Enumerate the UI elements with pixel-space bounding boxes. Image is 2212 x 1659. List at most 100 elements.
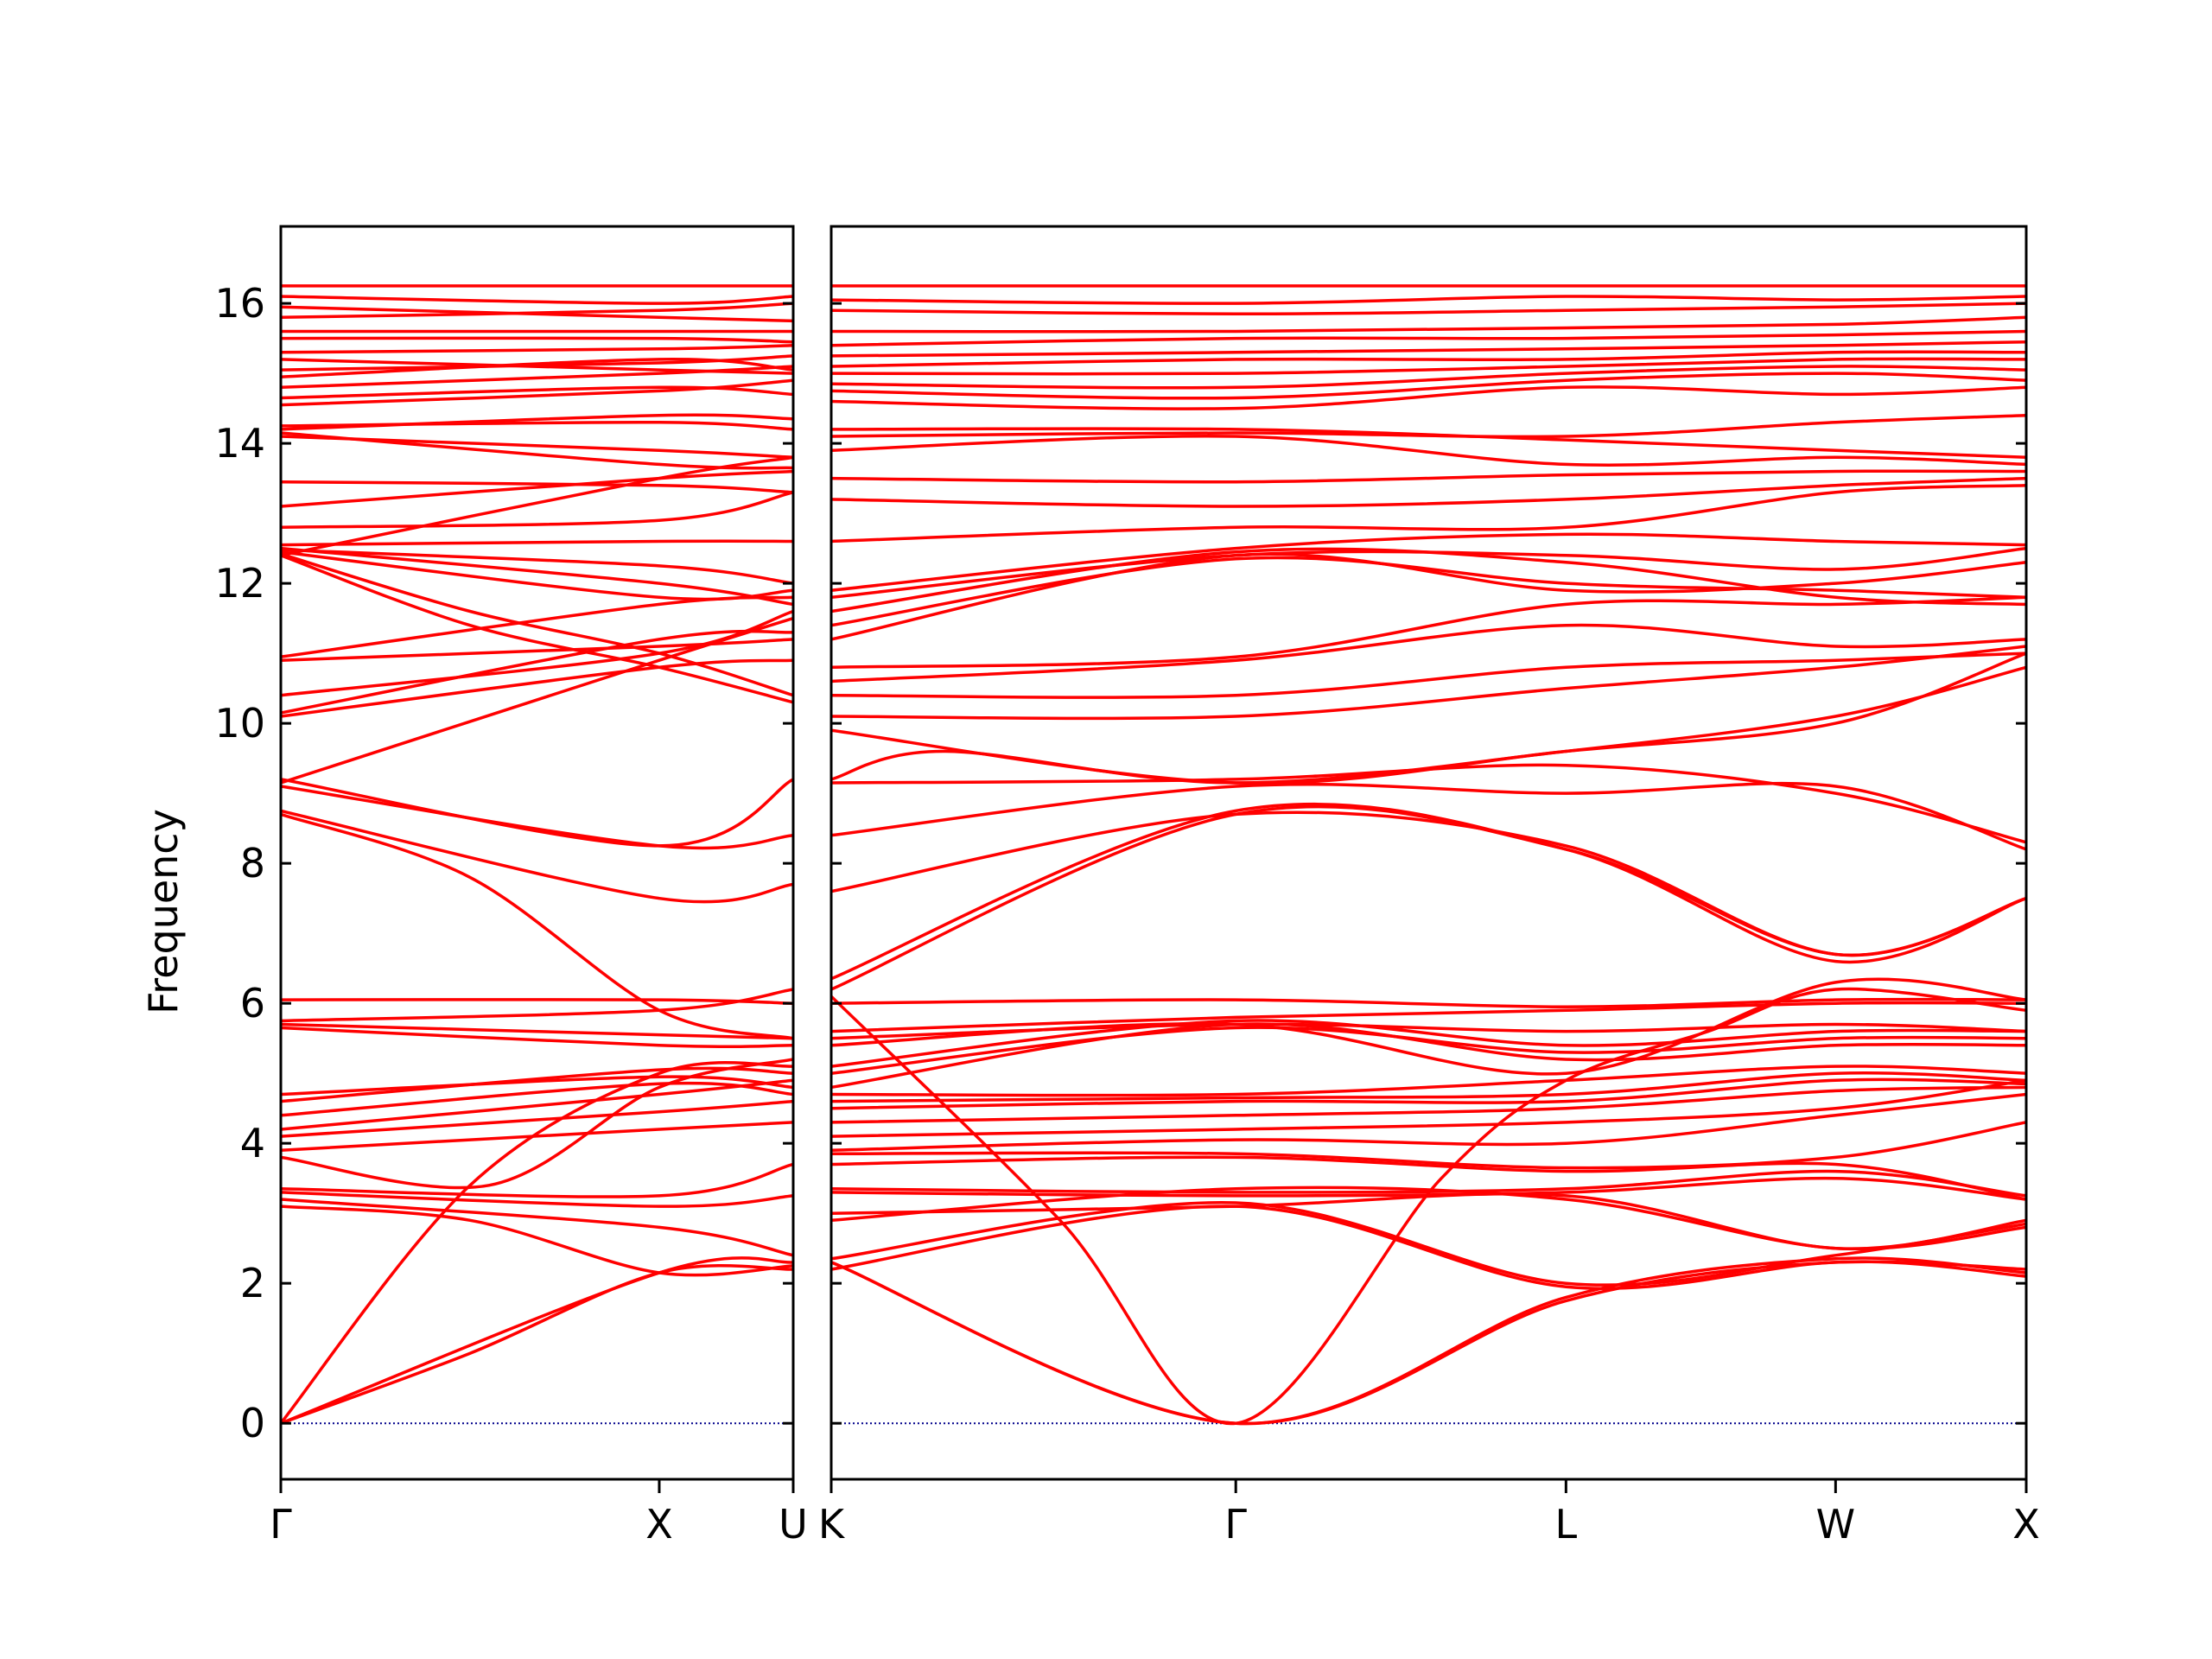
band-line	[831, 595, 2026, 670]
band-line	[281, 302, 793, 320]
band-line	[831, 652, 2026, 699]
band-line	[281, 1061, 793, 1425]
band-line	[831, 552, 2026, 641]
band-line	[831, 302, 2026, 316]
band-line	[831, 1200, 2026, 1287]
band-line	[831, 1192, 2026, 1250]
x-tick-label: U	[779, 1501, 808, 1548]
y-tick-label: 4	[240, 1120, 265, 1166]
band-line	[281, 1162, 793, 1198]
band-line	[281, 1099, 793, 1138]
y-tick-label: 2	[240, 1260, 265, 1306]
band-line	[281, 778, 793, 848]
x-tick-label: W	[1816, 1501, 1855, 1548]
x-tick-label: Γ	[270, 1501, 292, 1548]
band-line	[281, 1205, 793, 1277]
band-line	[831, 997, 2026, 1008]
band-line	[281, 812, 793, 1040]
band-line	[281, 305, 793, 323]
y-tick-label: 16	[214, 280, 265, 327]
x-tick-label: Γ	[1224, 1501, 1247, 1548]
band-line	[831, 372, 2026, 400]
band-line	[831, 987, 2026, 1425]
band-line	[831, 295, 2026, 305]
band-line	[281, 1026, 793, 1049]
band-line	[831, 1085, 2026, 1124]
band-line	[831, 665, 2026, 785]
band-line	[831, 434, 2026, 467]
y-tick-label: 14	[214, 420, 265, 467]
band-line	[831, 483, 2026, 543]
band-line	[831, 357, 2026, 376]
band-line	[831, 1071, 2026, 1103]
band-line	[281, 616, 793, 785]
band-line	[281, 354, 793, 372]
band-line	[831, 427, 2026, 460]
band-line	[281, 480, 793, 494]
band-line	[281, 378, 793, 407]
band-line	[831, 532, 2026, 592]
band-line	[281, 295, 793, 305]
band-line	[281, 1075, 793, 1096]
band-line	[831, 476, 2026, 508]
y-tick-label: 0	[240, 1400, 265, 1446]
bands	[281, 284, 793, 1425]
band-line	[281, 809, 793, 904]
band-line	[831, 1077, 2026, 1110]
band-line	[831, 315, 2026, 334]
band-line	[831, 385, 2026, 410]
band-line	[281, 420, 793, 431]
panel-frame	[830, 225, 2028, 1481]
band-line	[831, 1022, 2026, 1090]
band-line	[281, 1081, 793, 1117]
band-line	[281, 1022, 793, 1040]
band-line	[281, 491, 793, 530]
x-tick-label: X	[645, 1501, 673, 1548]
band-line	[281, 609, 793, 697]
band-line	[831, 1155, 2026, 1201]
band-line	[281, 455, 793, 557]
panel-frame	[279, 225, 795, 1481]
band-line	[281, 431, 793, 470]
band-line	[281, 1191, 793, 1208]
band-line	[831, 1260, 2026, 1426]
y-tick-label: 10	[214, 700, 265, 747]
band-line	[831, 623, 2026, 683]
band-line	[281, 1066, 793, 1103]
band-line	[831, 547, 2026, 613]
band-line	[831, 1176, 2026, 1201]
band-line	[831, 977, 2026, 1076]
band-line	[281, 358, 793, 375]
y-tick-label: 6	[240, 980, 265, 1027]
band-line	[831, 1205, 2026, 1290]
band-line	[281, 469, 793, 508]
band-line	[831, 781, 2026, 851]
band-line	[831, 1121, 2026, 1170]
band-line	[281, 385, 793, 400]
band-line	[281, 365, 793, 390]
band-line	[281, 1198, 793, 1257]
band-line	[281, 1121, 793, 1153]
band-line	[281, 550, 793, 601]
band-line	[281, 552, 793, 697]
band-line	[831, 652, 2026, 785]
band-line	[281, 988, 793, 1023]
band-line	[831, 1092, 2026, 1153]
band-line	[831, 1001, 2026, 1033]
band-line	[281, 638, 793, 662]
band-line	[281, 658, 793, 718]
band-line	[281, 548, 793, 585]
band-line	[831, 802, 2026, 981]
band-line	[831, 350, 2026, 368]
y-tick-label: 12	[214, 560, 265, 607]
band-line	[831, 556, 2026, 627]
y-axis-label: Frequency	[140, 809, 187, 1014]
band-line	[831, 810, 2026, 957]
band-line	[831, 645, 2026, 721]
band-line	[831, 1019, 2026, 1068]
x-tick-label: L	[1555, 1501, 1578, 1548]
bands	[831, 284, 2026, 1426]
band-line	[831, 1256, 2026, 1426]
